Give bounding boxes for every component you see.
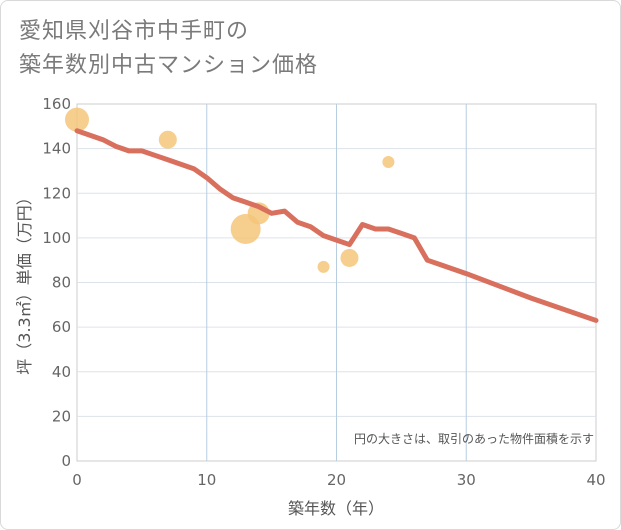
scatter-point [317, 260, 330, 273]
x-tick-labels: 0 10 20 30 40 [72, 471, 605, 489]
y-tick-label: 160 [42, 95, 71, 113]
y-tick-label: 0 [61, 452, 71, 470]
chart-title-line-2: 築年数別中古マンション価格 [19, 53, 319, 78]
y-tick-label: 20 [52, 407, 71, 425]
trend-line-path [74, 128, 599, 323]
y-tick-label: 100 [42, 229, 71, 247]
y-axis-title: 坪（3.3㎡）単価（万円） [15, 189, 34, 374]
x-tick-label: 40 [586, 471, 605, 489]
trend-line [74, 128, 599, 323]
scatter-point [158, 130, 177, 149]
y-tick-label: 120 [42, 184, 71, 202]
grid-lines [77, 104, 596, 461]
chart-title-line-1: 愛知県刈谷市中手町の [19, 19, 250, 44]
y-tick-label: 60 [52, 318, 71, 336]
x-tick-label: 10 [197, 471, 216, 489]
y-tick-label: 140 [42, 140, 71, 158]
bubble-size-note: 円の大きさは、取引のあった物件面積を示す [354, 431, 594, 446]
x-tick-label: 0 [72, 471, 82, 489]
y-tick-label: 40 [52, 363, 71, 381]
scatter-point [382, 156, 395, 169]
scatter-point [340, 248, 359, 267]
x-tick-label: 30 [457, 471, 476, 489]
y-tick-label: 80 [52, 274, 71, 292]
x-tick-label: 20 [327, 471, 346, 489]
y-tick-labels: 0 20 40 60 80 100 120 140 160 [42, 95, 71, 470]
scatter-point [65, 107, 89, 132]
chart-title: 愛知県刈谷市中手町の 築年数別中古マンション価格 [19, 15, 318, 83]
x-axis-title: 築年数（年） [288, 499, 384, 518]
